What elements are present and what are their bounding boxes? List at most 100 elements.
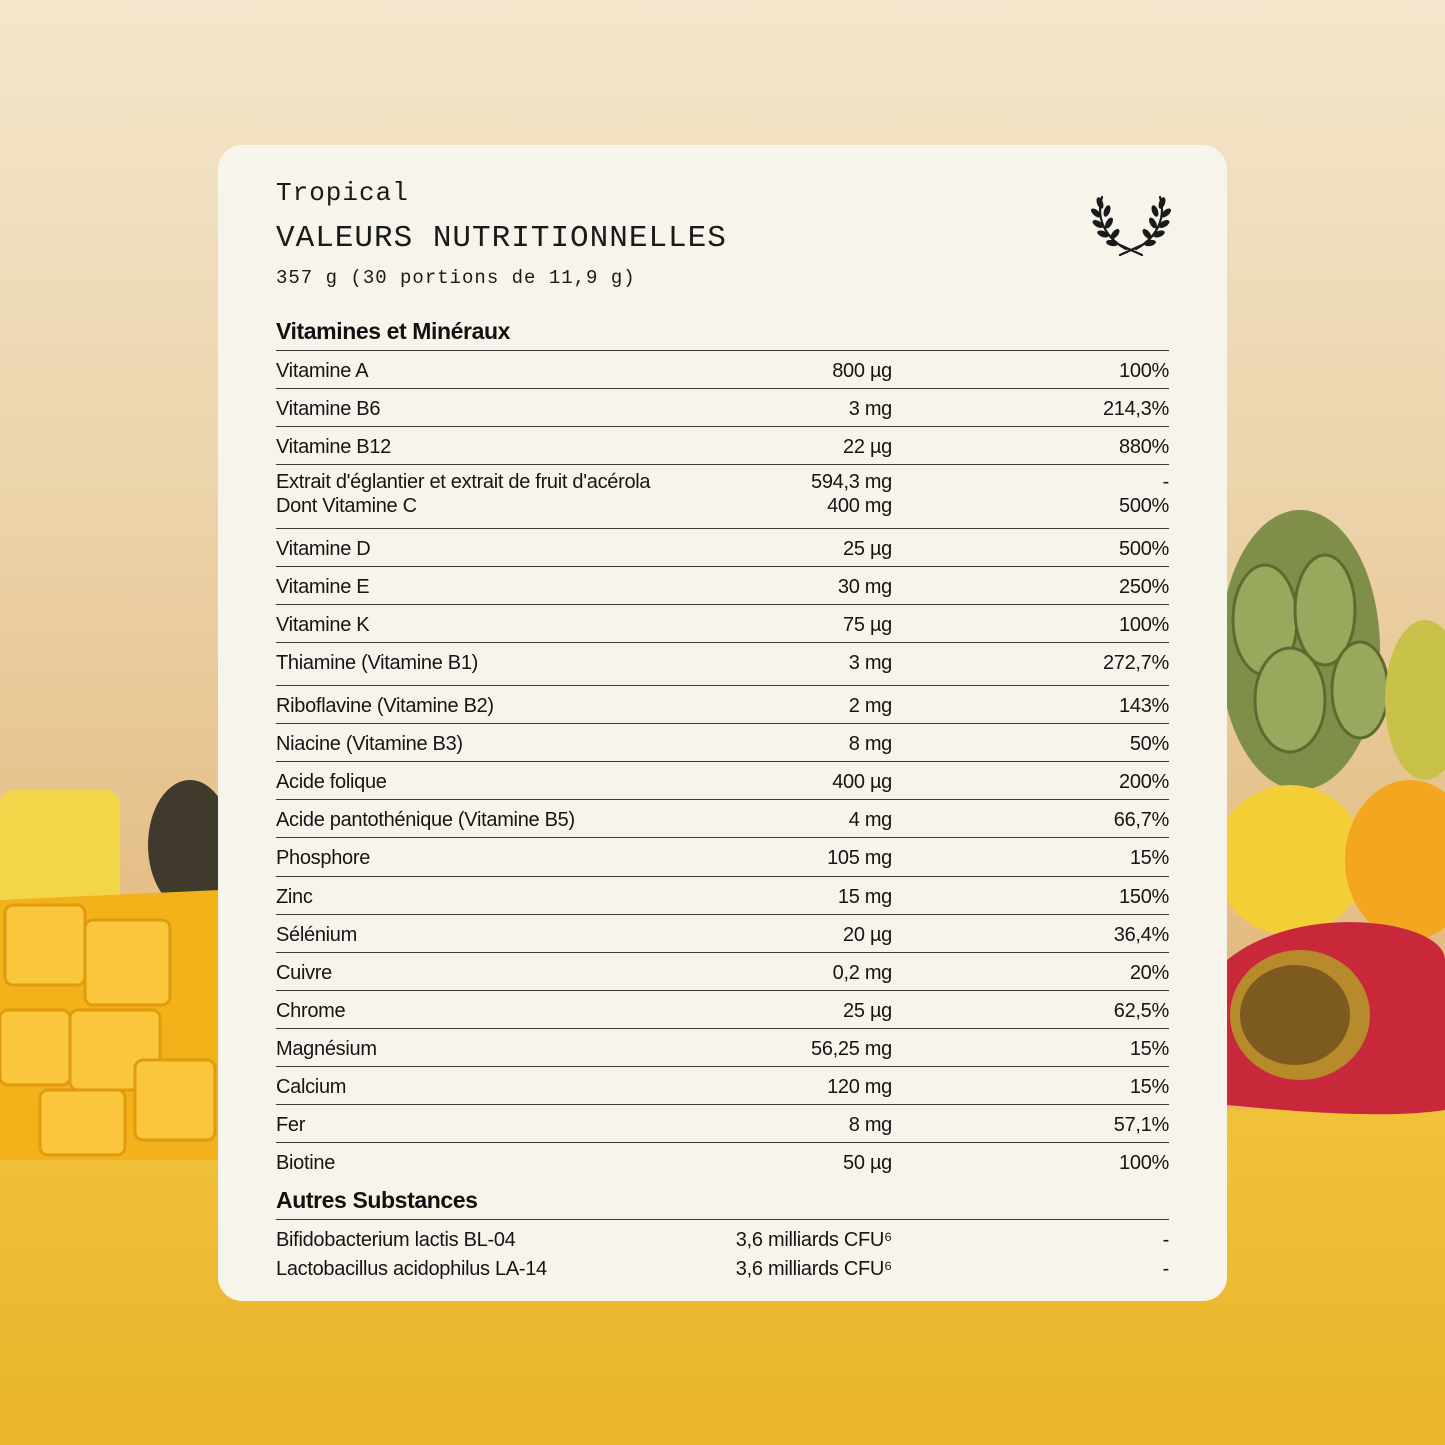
nutrient-amount: 3 mg bbox=[848, 398, 893, 420]
nutrient-daily-value: 214,3% bbox=[1102, 398, 1169, 420]
nutrient-daily-value: 272,7% bbox=[1102, 652, 1169, 674]
nutrient-amount: 20 µg bbox=[843, 924, 892, 946]
nutrient-amount: 3 mg bbox=[848, 652, 893, 674]
nutrient-name: Vitamine B6 bbox=[276, 398, 381, 420]
nutrient-amount: 22 µg bbox=[843, 436, 892, 458]
nutrient-daily-value: 15% bbox=[1129, 1038, 1169, 1060]
table-row: Biotine 50 µg 100% bbox=[276, 1142, 1169, 1180]
table-row: Vitamine D 25 µg 500% bbox=[276, 528, 1169, 566]
nutrient-daily-value: 150% bbox=[1119, 886, 1169, 908]
nutrient-name: Zinc bbox=[276, 886, 313, 908]
nutrient-daily-value: 20% bbox=[1129, 962, 1169, 984]
nutrient-daily-value: 250% bbox=[1119, 576, 1169, 598]
nutrient-name: Vitamine D bbox=[276, 538, 371, 560]
nutrient-daily-value: 62,5% bbox=[1113, 1000, 1170, 1022]
table-row: Vitamine B12 22 µg 880% bbox=[276, 426, 1169, 464]
table-row: Riboflavine (Vitamine B2) 2 mg 143% bbox=[276, 685, 1169, 723]
substance-amount: 3,6 milliards CFU⁶ bbox=[735, 1258, 893, 1280]
nutrient-daily-value: 57,1% bbox=[1113, 1114, 1170, 1136]
nutrient-daily-value: 200% bbox=[1119, 771, 1169, 793]
nutrient-amount: 8 mg bbox=[848, 733, 893, 755]
nutrient-daily-value: 15% bbox=[1129, 1076, 1169, 1098]
nutrient-name: Niacine (Vitamine B3) bbox=[276, 733, 463, 755]
nutrient-amount: 400 µg bbox=[832, 771, 892, 793]
nutrient-daily-value: 100% bbox=[1119, 1152, 1169, 1174]
table-row: Lactobacillus acidophilus LA-14 3,6 mill… bbox=[276, 1249, 1170, 1280]
nutrient-daily-value: 15% bbox=[1129, 847, 1169, 869]
table-row: Vitamine A 800 µg 100% bbox=[276, 350, 1169, 388]
table-row: Extrait d'églantier et extrait de fruit … bbox=[276, 464, 1169, 528]
table-row: Calcium 120 mg 15% bbox=[276, 1066, 1169, 1104]
nutrient-amount: 75 µg bbox=[843, 614, 892, 636]
nutrition-card: Tropical VALEURS NUTRITIONNELLES 357 g (… bbox=[218, 145, 1227, 1301]
nutrient-daily-value: 143% bbox=[1119, 695, 1169, 717]
section-title-vitamins: Vitamines et Minéraux bbox=[276, 318, 511, 344]
table-row: Bifidobacterium lactis BL-04 3,6 milliar… bbox=[276, 1219, 1170, 1251]
nutrient-name: Extrait d'églantier et extrait de fruit … bbox=[276, 471, 651, 517]
nutrient-name: Acide folique bbox=[276, 771, 387, 793]
nutrient-amount: 105 mg bbox=[827, 847, 892, 869]
nutrient-amount: 50 µg bbox=[843, 1152, 892, 1174]
nutrient-name: Calcium bbox=[276, 1076, 347, 1098]
nutrient-amount: 594,3 mg 400 mg bbox=[811, 471, 892, 517]
nutrient-name: Riboflavine (Vitamine B2) bbox=[276, 695, 494, 717]
table-row: Chrome 25 µg 62,5% bbox=[276, 990, 1169, 1028]
nutrient-name: Thiamine (Vitamine B1) bbox=[276, 652, 479, 674]
nutrient-name: Vitamine K bbox=[276, 614, 370, 636]
nutrient-amount: 2 mg bbox=[848, 695, 893, 717]
nutrient-amount: 0,2 mg bbox=[832, 962, 893, 984]
substance-amount: 3,6 milliards CFU⁶ bbox=[735, 1229, 893, 1251]
nutrient-daily-value: 66,7% bbox=[1113, 809, 1170, 831]
vitamins-table: Vitamine A 800 µg 100% Vitamine B6 3 mg … bbox=[276, 350, 1169, 1180]
table-row: Sélénium 20 µg 36,4% bbox=[276, 914, 1169, 952]
nutrient-name: Magnésium bbox=[276, 1038, 377, 1060]
substance-daily-value: - bbox=[1162, 1258, 1170, 1280]
nutrient-amount: 4 mg bbox=[848, 809, 893, 831]
nutrient-daily-value: 100% bbox=[1119, 614, 1169, 636]
nutrient-amount: 30 mg bbox=[837, 576, 892, 598]
nutrient-name: Fer bbox=[276, 1114, 306, 1136]
serving-info: 357 g (30 portions de 11,9 g) bbox=[276, 267, 636, 289]
other-substances-table: Bifidobacterium lactis BL-04 3,6 milliar… bbox=[276, 1219, 1170, 1280]
section-title-other: Autres Substances bbox=[276, 1187, 478, 1213]
nutrient-daily-value: 36,4% bbox=[1113, 924, 1170, 946]
page-title: VALEURS NUTRITIONNELLES bbox=[276, 221, 727, 256]
nutrient-daily-value: 880% bbox=[1119, 436, 1169, 458]
table-row: Cuivre 0,2 mg 20% bbox=[276, 952, 1169, 990]
nutrient-name: Cuivre bbox=[276, 962, 332, 984]
product-flavor: Tropical bbox=[276, 178, 409, 208]
table-row: Vitamine B6 3 mg 214,3% bbox=[276, 388, 1169, 426]
laurel-wreath-icon bbox=[1091, 195, 1171, 257]
nutrient-daily-value: 100% bbox=[1119, 360, 1169, 382]
nutrient-name: Vitamine A bbox=[276, 360, 369, 382]
substance-daily-value: - bbox=[1162, 1229, 1170, 1251]
nutrient-amount: 15 mg bbox=[837, 886, 892, 908]
table-row: Fer 8 mg 57,1% bbox=[276, 1104, 1169, 1142]
nutrient-amount: 25 µg bbox=[843, 538, 892, 560]
table-row: Magnésium 56,25 mg 15% bbox=[276, 1028, 1169, 1066]
nutrient-amount: 800 µg bbox=[832, 360, 892, 382]
table-row: Niacine (Vitamine B3) 8 mg 50% bbox=[276, 723, 1169, 761]
nutrient-name: Phosphore bbox=[276, 847, 371, 869]
table-row: Acide pantothénique (Vitamine B5) 4 mg 6… bbox=[276, 799, 1169, 837]
nutrient-name: Acide pantothénique (Vitamine B5) bbox=[276, 809, 575, 831]
table-row: Vitamine E 30 mg 250% bbox=[276, 566, 1169, 604]
table-row: Phosphore 105 mg 15% bbox=[276, 837, 1169, 876]
table-row: Zinc 15 mg 150% bbox=[276, 876, 1169, 914]
table-row: Thiamine (Vitamine B1) 3 mg 272,7% bbox=[276, 642, 1169, 685]
substance-name: Lactobacillus acidophilus LA-14 bbox=[276, 1258, 547, 1280]
nutrient-daily-value: 50% bbox=[1129, 733, 1169, 755]
nutrient-amount: 120 mg bbox=[827, 1076, 892, 1098]
nutrient-amount: 56,25 mg bbox=[811, 1038, 892, 1060]
nutrient-amount: 25 µg bbox=[843, 1000, 892, 1022]
substance-name: Bifidobacterium lactis BL-04 bbox=[276, 1229, 516, 1251]
nutrient-name: Vitamine B12 bbox=[276, 436, 391, 458]
nutrient-amount: 8 mg bbox=[848, 1114, 893, 1136]
nutrient-name: Vitamine E bbox=[276, 576, 370, 598]
table-row: Acide folique 400 µg 200% bbox=[276, 761, 1169, 799]
nutrient-name: Chrome bbox=[276, 1000, 346, 1022]
table-row: Vitamine K 75 µg 100% bbox=[276, 604, 1169, 642]
nutrient-name: Sélénium bbox=[276, 924, 357, 946]
nutrient-daily-value: -500% bbox=[1119, 471, 1169, 517]
nutrient-daily-value: 500% bbox=[1119, 538, 1169, 560]
